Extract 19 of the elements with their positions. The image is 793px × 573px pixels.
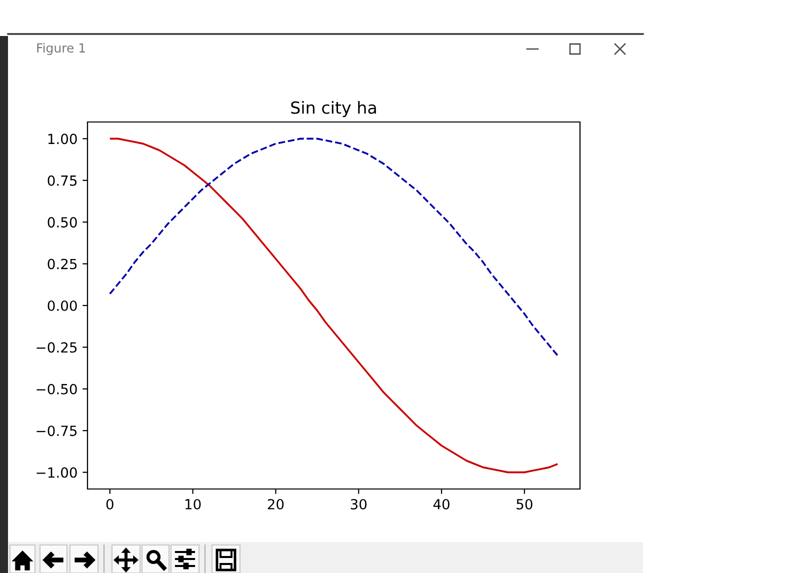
- y-tick-label: 0.25: [48, 258, 77, 270]
- y-tick-label: −0.50: [36, 384, 77, 394]
- y-tick-label: −1.00: [36, 467, 77, 478]
- y-tick-label: −0.25: [36, 342, 77, 353]
- caption: Figure 1: [37, 42, 85, 56]
- x-tick-label: 50: [516, 498, 532, 510]
- line-series: [108, 138, 559, 474]
- x-tick-label: 10: [185, 498, 201, 510]
- chart-title: Sin city ha: [291, 101, 376, 118]
- y-tick-label: 0.00: [48, 300, 77, 311]
- y-tick-label: 1.00: [48, 134, 77, 144]
- y-tick-label: 0.50: [48, 217, 77, 228]
- x-tick-label: 40: [433, 498, 450, 510]
- y-tick-label: −0.75: [36, 426, 77, 436]
- x-tick-label: 20: [268, 498, 284, 510]
- x-tick-label: 0: [106, 498, 114, 510]
- y-tick-label: 0.75: [48, 175, 77, 186]
- x-tick-label: 30: [350, 498, 367, 510]
- line-series: [108, 138, 559, 356]
